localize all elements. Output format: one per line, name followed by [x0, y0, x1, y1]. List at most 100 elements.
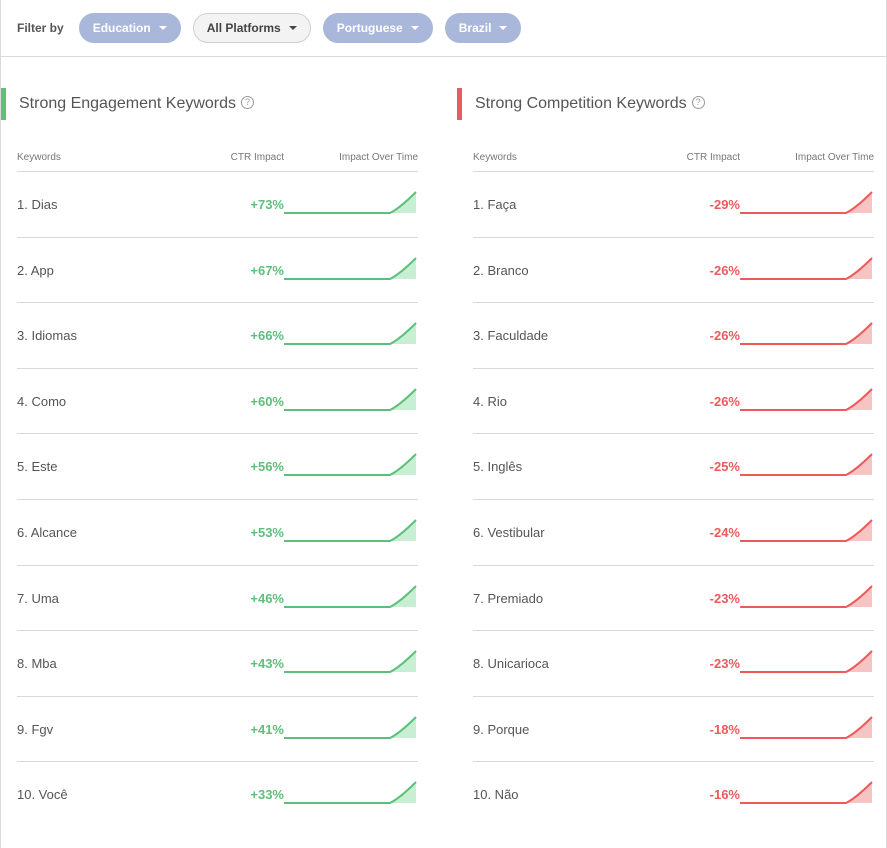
keyword-row[interactable]: 3. Idiomas +66%	[17, 303, 418, 369]
keyword-row[interactable]: 1. Faça -29%	[473, 172, 874, 238]
keyword-row[interactable]: 6. Alcance +53%	[17, 500, 418, 566]
impact-sparkline	[740, 650, 873, 674]
sparkline-area	[846, 782, 872, 804]
keyword-row[interactable]: 4. Como +60%	[17, 369, 418, 435]
keyword-row[interactable]: 4. Rio -26%	[473, 369, 874, 435]
ctr-impact-value: -24%	[709, 524, 740, 540]
ctr-impact-value: +60%	[250, 393, 284, 409]
keyword-row[interactable]: 3. Faculdade -26%	[473, 303, 874, 369]
sparkline-line	[740, 781, 873, 805]
keyword-label: 8. Mba	[17, 656, 57, 672]
sparkline-line	[740, 453, 873, 477]
keyword-label: 5. Inglês	[473, 459, 523, 475]
keyword-row[interactable]: 5. Este +56%	[17, 434, 418, 500]
ctr-impact-value: +33%	[250, 787, 284, 803]
keyword-row[interactable]: 2. App +67%	[17, 238, 418, 304]
column-header-keywords: Keywords	[17, 152, 61, 163]
keyword-label: 5. Este	[17, 459, 58, 475]
ctr-impact-value: -23%	[709, 590, 740, 606]
competition-accent-bar	[457, 88, 462, 120]
column-header-ctr-impact: CTR Impact	[686, 152, 740, 163]
sparkline-area	[846, 323, 872, 345]
competition-header: Strong Competition Keywords ?	[457, 88, 874, 120]
keyword-row[interactable]: 10. Você +33%	[17, 762, 418, 828]
engagement-panel: Strong Engagement Keywords ? Keywords CT…	[1, 88, 418, 828]
sparkline-area	[846, 388, 872, 410]
keyword-row[interactable]: 5. Inglês -25%	[473, 434, 874, 500]
sparkline-line	[284, 584, 417, 608]
sparkline-line	[740, 191, 873, 214]
sparkline-area	[390, 454, 416, 476]
keyword-label: 2. Branco	[473, 262, 529, 278]
impact-sparkline	[740, 453, 873, 477]
help-icon[interactable]: ?	[241, 95, 255, 109]
keyword-row[interactable]: 1. Dias +73%	[17, 172, 418, 238]
keyword-label: 1. Dias	[17, 197, 58, 212]
keyword-label: 7. Uma	[17, 590, 59, 606]
sparkline-area	[390, 585, 416, 607]
keyword-row[interactable]: 9. Porque -18%	[473, 697, 874, 763]
engagement-table-header: Keywords CTR Impact Impact Over Time	[17, 152, 418, 172]
impact-sparkline	[740, 716, 873, 739]
impact-sparkline	[740, 781, 873, 805]
impact-sparkline	[284, 322, 417, 346]
ctr-impact-value: +66%	[250, 328, 284, 344]
category-filter-dropdown[interactable]: Education	[78, 13, 181, 43]
sparkline-area	[846, 716, 872, 738]
keyword-label: 1. Faça	[473, 197, 517, 212]
sparkline-area	[846, 585, 872, 607]
keyword-row[interactable]: 7. Uma +46%	[17, 566, 418, 632]
keyword-row[interactable]: 10. Não -16%	[473, 762, 874, 828]
impact-sparkline	[740, 256, 873, 280]
sparkline-line	[740, 584, 873, 608]
column-header-impact-over-time: Impact Over Time	[339, 152, 418, 163]
sparkline-area	[390, 388, 416, 410]
column-header-keywords: Keywords	[473, 152, 517, 163]
competition-rows: 1. Faça -29% 2. Branco -26% 3. Faculdade -26%…	[473, 172, 874, 828]
ctr-impact-value: -26%	[709, 328, 740, 344]
competition-panel: Strong Competition Keywords ? Keywords C…	[457, 88, 874, 828]
sparkline-area	[390, 192, 416, 213]
engagement-header: Strong Engagement Keywords ?	[1, 88, 418, 120]
filter-label: Filter by	[17, 21, 64, 35]
competition-title: Strong Competition Keywords	[475, 95, 687, 112]
language-filter-dropdown[interactable]: Portuguese	[322, 13, 433, 43]
keyword-row[interactable]: 2. Branco -26%	[473, 238, 874, 304]
impact-sparkline	[740, 388, 873, 411]
sparkline-line	[284, 191, 417, 214]
sparkline-line	[740, 519, 873, 542]
ctr-impact-value: -18%	[709, 721, 740, 737]
caret-down-icon	[499, 26, 508, 30]
platform-filter-dropdown[interactable]: All Platforms	[192, 13, 311, 43]
competition-table-header: Keywords CTR Impact Impact Over Time	[473, 152, 874, 172]
keyword-row[interactable]: 8. Mba +43%	[17, 631, 418, 697]
ctr-impact-value: +46%	[250, 590, 284, 606]
ctr-impact-value: +53%	[250, 524, 284, 540]
engagement-accent-bar	[1, 88, 6, 120]
sparkline-area	[390, 519, 416, 541]
impact-sparkline	[284, 256, 417, 280]
sparkline-line	[284, 256, 417, 280]
sparkline-line	[284, 388, 417, 411]
sparkline-line	[740, 322, 873, 346]
keyword-label: 8. Unicarioca	[473, 656, 549, 672]
sparkline-line	[284, 519, 417, 542]
impact-sparkline	[284, 453, 417, 477]
keyword-label: 9. Fgv	[17, 721, 54, 737]
keyword-row[interactable]: 8. Unicarioca -23%	[473, 631, 874, 697]
keyword-row[interactable]: 6. Vestibular -24%	[473, 500, 874, 566]
country-filter-dropdown[interactable]: Brazil	[444, 13, 522, 43]
column-header-ctr-impact: CTR Impact	[230, 152, 284, 163]
sparkline-area	[390, 323, 416, 345]
keyword-row[interactable]: 9. Fgv +41%	[17, 697, 418, 763]
impact-sparkline	[740, 584, 873, 608]
sparkline-area	[390, 257, 416, 279]
sparkline-area	[846, 651, 872, 673]
help-icon[interactable]: ?	[691, 95, 705, 109]
keyword-row[interactable]: 7. Premiado -23%	[473, 566, 874, 632]
country-filter-label: Brazil	[458, 21, 492, 35]
ctr-impact-value: +67%	[250, 262, 284, 278]
language-filter-label: Portuguese	[336, 21, 403, 35]
keyword-label: 4. Como	[17, 393, 67, 409]
